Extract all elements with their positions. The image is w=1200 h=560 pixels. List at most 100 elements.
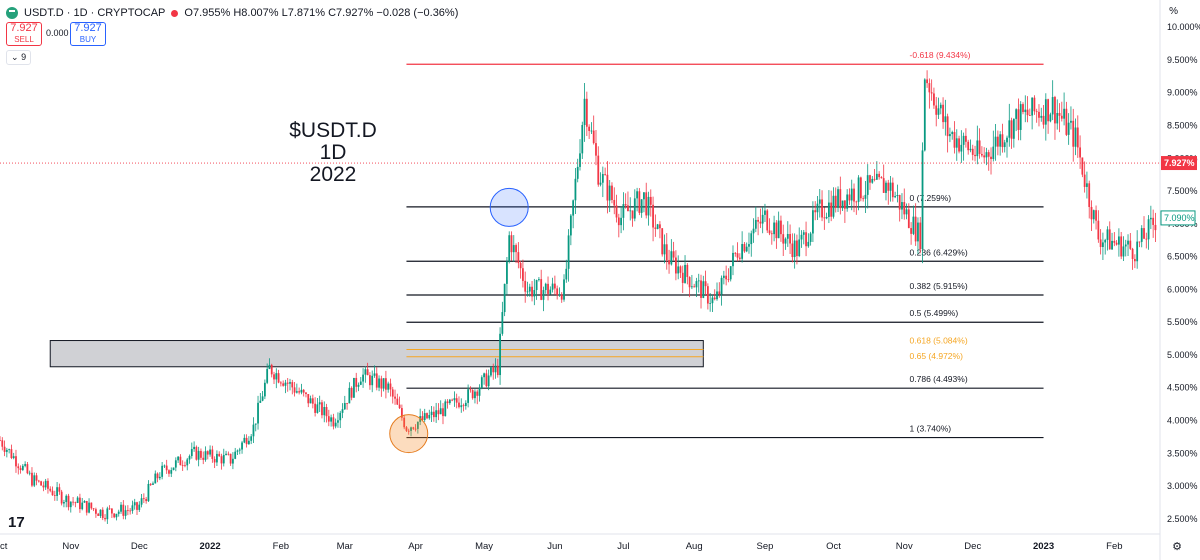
candle-body: [569, 215, 572, 236]
candle-body: [736, 253, 739, 258]
candle-body: [894, 196, 897, 198]
candle-body: [980, 153, 983, 156]
candle-body: [875, 173, 878, 180]
candle-body: [471, 390, 474, 399]
candle-body: [962, 135, 965, 145]
fib-level-label: 0 (7.259%): [910, 193, 952, 203]
candle-body: [643, 192, 645, 200]
candle-body: [547, 283, 549, 294]
candle-body: [841, 200, 844, 209]
candle-body: [567, 235, 570, 269]
candle-body: [76, 497, 79, 503]
annotation-title-line-1: $USDT.D 1D: [289, 119, 377, 164]
candle-body: [823, 217, 826, 219]
candle-body: [110, 508, 113, 514]
x-tick-label: Apr: [408, 541, 423, 552]
candle-body: [416, 421, 419, 429]
candle-body: [659, 224, 661, 229]
candle-body: [124, 510, 127, 516]
candle-body: [236, 450, 239, 452]
candle-body: [745, 246, 748, 252]
candle-body: [1067, 122, 1070, 135]
candle-body: [528, 286, 531, 292]
candle-body: [633, 198, 636, 219]
candle-body: [81, 502, 84, 510]
candle-body: [3, 446, 6, 452]
candle-body: [800, 234, 803, 240]
candle-body: [1001, 134, 1004, 148]
candle-body: [827, 202, 830, 217]
candle-body: [1070, 120, 1072, 123]
candle-body: [348, 387, 351, 404]
tradingview-logo-icon[interactable]: 17: [8, 514, 25, 531]
candle-body: [1129, 240, 1132, 249]
candle-body: [60, 491, 63, 504]
candle-body: [896, 194, 899, 197]
second-price-label: 7.090%: [1164, 213, 1195, 223]
candle-body: [912, 216, 915, 234]
candle-body: [544, 283, 547, 291]
candle-body: [149, 483, 152, 485]
candle-body: [786, 233, 789, 239]
sell-button[interactable]: 7.927 SELL: [6, 22, 42, 46]
candle-body: [958, 138, 960, 152]
candle-body: [506, 261, 508, 284]
candle-body: [882, 178, 885, 193]
candle-body: [1115, 242, 1118, 245]
x-tick-label: Nov: [896, 541, 913, 552]
candle-body: [608, 185, 611, 201]
candle-body: [652, 204, 654, 228]
tether-logo-icon: [6, 7, 18, 19]
candle-body: [770, 233, 773, 235]
candle-body: [953, 132, 956, 148]
candle-body: [483, 373, 485, 378]
candle-body: [743, 244, 746, 252]
candle-body: [1131, 248, 1134, 259]
candle-body: [202, 457, 205, 460]
candle-body: [946, 116, 949, 137]
candle-body: [227, 453, 230, 455]
candle-body: [976, 140, 979, 157]
candle-body: [0, 440, 1, 442]
candle-body: [302, 389, 305, 393]
candle-body: [855, 201, 858, 203]
candle-body: [515, 245, 517, 253]
current-price-label: 7.927%: [1164, 158, 1195, 168]
candle-body: [229, 453, 232, 464]
candle-body: [1063, 108, 1065, 119]
candle-body: [350, 387, 353, 398]
candle-body: [1127, 240, 1129, 245]
candle-body: [862, 198, 865, 200]
candle-body: [1152, 217, 1155, 225]
candle-body: [346, 403, 348, 404]
candle-body: [939, 104, 942, 109]
candle-body: [138, 504, 141, 510]
fib-level-label: 0.618 (5.084%): [910, 335, 968, 345]
candle-body: [638, 191, 641, 213]
candle-body: [309, 398, 312, 404]
candle-body: [341, 409, 344, 413]
candle-body: [1026, 109, 1029, 116]
symbol-label[interactable]: USDT.D · 1D · CRYPTOCAP: [24, 7, 166, 19]
candle-body: [656, 224, 659, 229]
candle-body: [142, 498, 145, 500]
candle-body: [451, 399, 454, 401]
gear-icon[interactable]: ⚙: [1172, 541, 1182, 553]
candle-body: [65, 495, 68, 503]
candle-body: [857, 177, 860, 202]
y-tick-label: 6.500%: [1167, 252, 1198, 262]
candle-body: [40, 481, 43, 486]
candle-body: [99, 509, 102, 516]
candle-body: [517, 252, 520, 264]
indicators-collapse-button[interactable]: ⌄ 9: [6, 50, 32, 65]
candle-body: [172, 467, 175, 471]
candle-body: [1058, 112, 1061, 116]
candle-body: [174, 460, 177, 468]
y-tick-label: 7.500%: [1167, 186, 1198, 196]
candle-body: [165, 465, 168, 471]
buy-button[interactable]: 7.927 BUY: [70, 22, 106, 46]
candle-body: [933, 93, 935, 106]
candle-body: [51, 490, 54, 496]
candle-body: [494, 365, 497, 373]
